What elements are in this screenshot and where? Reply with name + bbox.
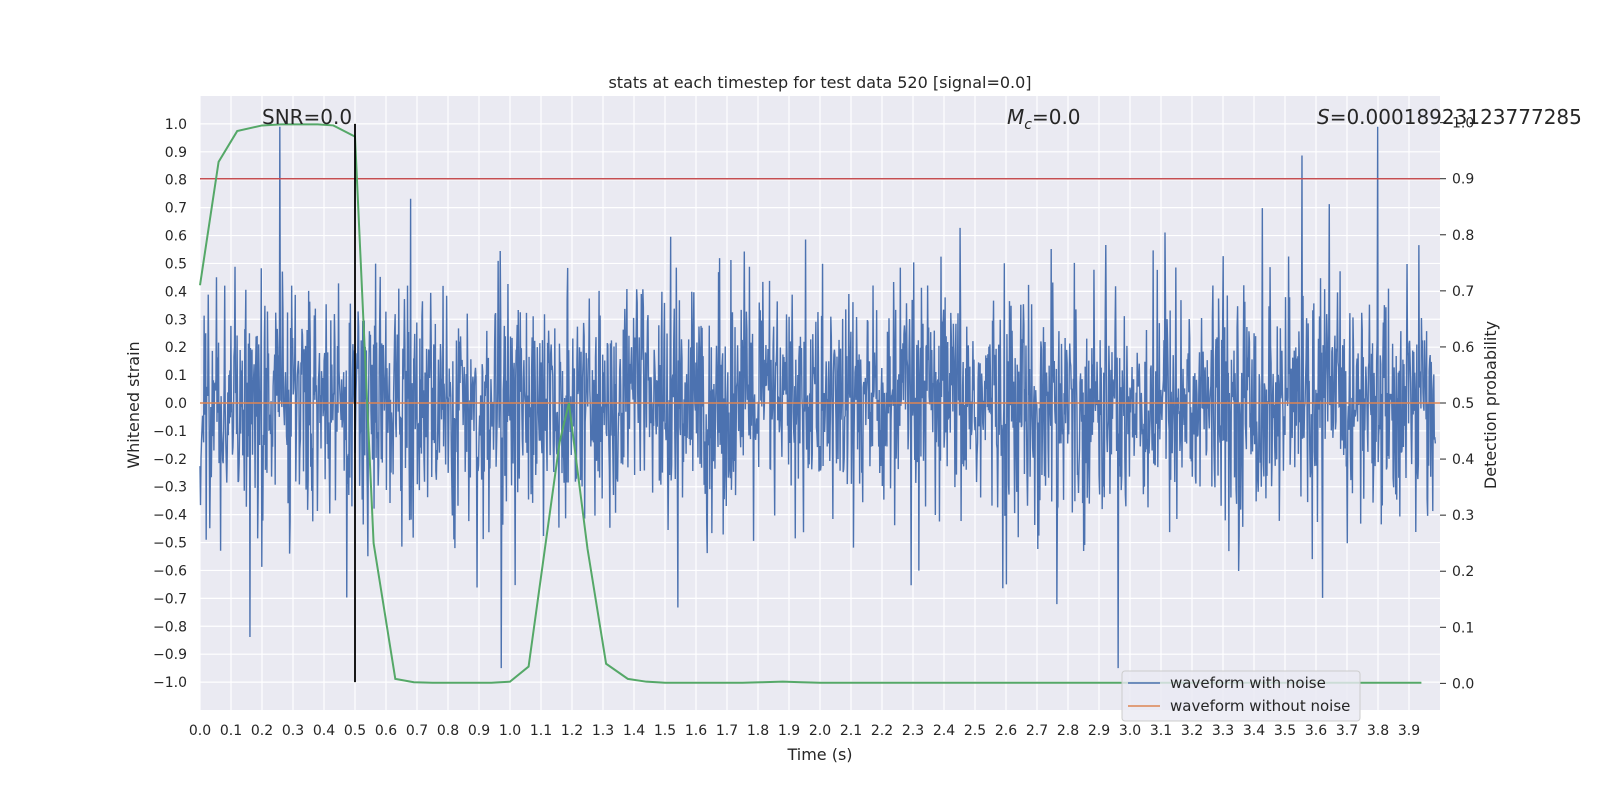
y2-axis-label: Detection probability [1481, 321, 1500, 489]
x-tick-label: 0.0 [189, 723, 211, 739]
x-tick-label: 3.6 [1305, 723, 1327, 739]
y-tick-label: −0.2 [153, 452, 187, 468]
y2-tick-label: 0.2 [1452, 564, 1474, 580]
x-tick-label: 1.6 [685, 723, 707, 739]
x-tick-label: 0.3 [282, 723, 304, 739]
x-axis-ticks: 0.0 0.1 0.2 0.3 0.4 0.5 0.6 0.7 0.8 0.9 1.0 1.1 1.2 1… [189, 723, 1420, 739]
x-tick-label: 3.0 [1119, 723, 1141, 739]
x-tick-label: 1.5 [654, 723, 676, 739]
mc-subscript: c [1024, 117, 1032, 133]
series-detection-probability [199, 123, 1422, 684]
y-tick-label: −1.0 [153, 675, 187, 691]
y2-tick-label: 0.1 [1452, 620, 1474, 636]
x-tick-label: 1.1 [530, 723, 552, 739]
x-tick-label: 2.7 [1026, 723, 1048, 739]
y-tick-label: 0.7 [165, 201, 187, 217]
mc-symbol: M [1007, 105, 1024, 129]
y-tick-label: 1.0 [165, 117, 187, 133]
x-tick-label: 1.0 [499, 723, 521, 739]
y2-tick-label: 0.4 [1452, 452, 1474, 468]
y2-tick-label: 0.5 [1452, 396, 1474, 412]
x-tick-label: 3.7 [1336, 723, 1358, 739]
x-tick-label: 2.8 [1057, 723, 1079, 739]
y-tick-label: −0.4 [153, 508, 187, 524]
snr-annotation: SNR=0.0 [262, 105, 352, 129]
x-tick-label: 0.1 [220, 723, 242, 739]
x-tick-label: 0.2 [251, 723, 273, 739]
x-tick-label: 1.9 [778, 723, 800, 739]
x-tick-label: 0.8 [437, 723, 459, 739]
y-axis-ticks: 1.0 0.9 0.8 0.7 0.6 0.5 0.4 0.3 0.2 0.1 0.0 −0.1 −0.… [153, 117, 187, 691]
x-tick-label: 2.3 [902, 723, 924, 739]
x-tick-label: 0.5 [344, 723, 366, 739]
x-tick-label: 3.2 [1181, 723, 1203, 739]
legend-label-waveform-without-noise: waveform without noise [1170, 697, 1350, 715]
y2-tick-label: 0.6 [1452, 340, 1474, 356]
x-tick-label: 0.7 [406, 723, 428, 739]
y-tick-label: −0.6 [153, 563, 187, 579]
y-axis-label: Whitened strain [124, 341, 143, 468]
x-tick-label: 2.0 [809, 723, 831, 739]
y-tick-label: 0.0 [165, 396, 187, 412]
x-tick-label: 1.4 [623, 723, 645, 739]
x-tick-label: 0.6 [375, 723, 397, 739]
x-tick-label: 0.9 [468, 723, 490, 739]
x-tick-label: 3.9 [1398, 723, 1420, 739]
x-tick-label: 3.8 [1367, 723, 1389, 739]
legend-label-waveform-with-noise: waveform with noise [1170, 674, 1326, 692]
series-waveform-with-noise [199, 126, 1437, 669]
y-tick-label: −0.7 [153, 591, 187, 607]
s-annotation: S=0.00018923123777285 [1317, 105, 1582, 129]
x-tick-label: 2.5 [964, 723, 986, 739]
x-tick-label: 2.6 [995, 723, 1017, 739]
y-tick-label: −0.1 [153, 424, 187, 440]
y2-tick-label: 0.0 [1452, 676, 1474, 692]
x-tick-label: 2.9 [1088, 723, 1110, 739]
x-tick-label: 1.7 [716, 723, 738, 739]
y-tick-label: −0.8 [153, 619, 187, 635]
y-tick-label: 0.2 [165, 340, 187, 356]
y-tick-label: 0.9 [165, 145, 187, 161]
chart-title: stats at each timestep for test data 520… [608, 73, 1031, 92]
x-tick-label: 2.4 [933, 723, 955, 739]
x-tick-label: 3.3 [1212, 723, 1234, 739]
y2-tick-label: 0.8 [1452, 228, 1474, 244]
grid-y [200, 123, 1440, 683]
y-tick-label: 0.3 [165, 312, 187, 328]
x-tick-label: 2.2 [871, 723, 893, 739]
x-tick-label: 3.1 [1150, 723, 1172, 739]
y-tick-label: −0.3 [153, 480, 187, 496]
s-symbol: S [1317, 105, 1330, 129]
s-value: =0.00018923123777285 [1330, 105, 1582, 129]
y2-tick-label: 0.7 [1452, 284, 1474, 300]
x-tick-label: 3.4 [1243, 723, 1265, 739]
y-tick-label: 0.1 [165, 368, 187, 384]
y2-tick-label: 0.3 [1452, 508, 1474, 524]
y-tick-label: −0.9 [153, 647, 187, 663]
y2-tick-label: 0.9 [1452, 172, 1474, 188]
y2-axis-ticks: 1.0 0.9 0.8 0.7 0.6 0.5 0.4 0.3 0.2 0.1 0.0 [1440, 116, 1474, 692]
y-tick-label: 0.4 [165, 284, 187, 300]
y-tick-label: 0.6 [165, 229, 187, 245]
mc-annotation: Mc=0.0 [1007, 105, 1081, 133]
y-tick-label: −0.5 [153, 536, 187, 552]
noise-waveform-path [199, 126, 1437, 669]
x-tick-label: 1.2 [561, 723, 583, 739]
mc-value: =0.0 [1032, 105, 1081, 129]
x-tick-label: 1.3 [592, 723, 614, 739]
y-tick-label: 0.8 [165, 173, 187, 189]
y2-tick-label: 1.0 [1452, 116, 1474, 132]
x-tick-label: 3.5 [1274, 723, 1296, 739]
legend-box [1121, 670, 1361, 722]
y-tick-label: 0.5 [165, 256, 187, 272]
x-tick-label: 1.8 [747, 723, 769, 739]
x-tick-label: 2.1 [840, 723, 862, 739]
x-axis-label: Time (s) [786, 745, 852, 764]
x-tick-label: 0.4 [313, 723, 335, 739]
legend: waveform with noise waveform without noi… [1121, 670, 1361, 722]
